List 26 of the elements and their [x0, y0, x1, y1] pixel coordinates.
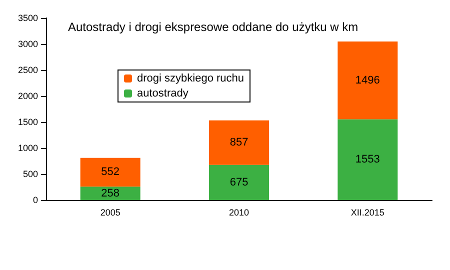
- data-label: 1553: [355, 154, 380, 166]
- bar: [338, 119, 398, 200]
- bar: [80, 158, 140, 187]
- y-tick-label: 1000: [18, 143, 38, 153]
- y-tick-label: 1500: [18, 117, 38, 127]
- bar: [338, 41, 398, 120]
- bar: [209, 120, 269, 165]
- data-label: 552: [101, 166, 120, 178]
- y-tick-label: 500: [22, 169, 38, 179]
- x-tick-label: XII.2015: [350, 208, 384, 218]
- y-tick-label: 2500: [18, 65, 38, 75]
- data-label: 675: [230, 176, 248, 188]
- legend-label: autostrady: [137, 88, 189, 100]
- y-tick-label: 2000: [18, 91, 38, 101]
- chart-title: Autostrady i drogi ekspresowe oddane do użytku w km: [68, 20, 358, 34]
- x-tick-label: 2005: [100, 208, 120, 218]
- data-label: 1496: [355, 74, 380, 86]
- legend-label: drogi szybkiego ruchu: [137, 72, 244, 84]
- bar: [209, 164, 269, 200]
- bar: [80, 186, 140, 200]
- data-label: 258: [101, 187, 120, 200]
- data-label: 857: [230, 136, 248, 149]
- y-tick-label: 0: [32, 195, 38, 205]
- x-tick-label: 2010: [228, 208, 250, 218]
- y-tick-label: 3000: [18, 39, 38, 49]
- y-tick-label: 3500: [18, 13, 38, 23]
